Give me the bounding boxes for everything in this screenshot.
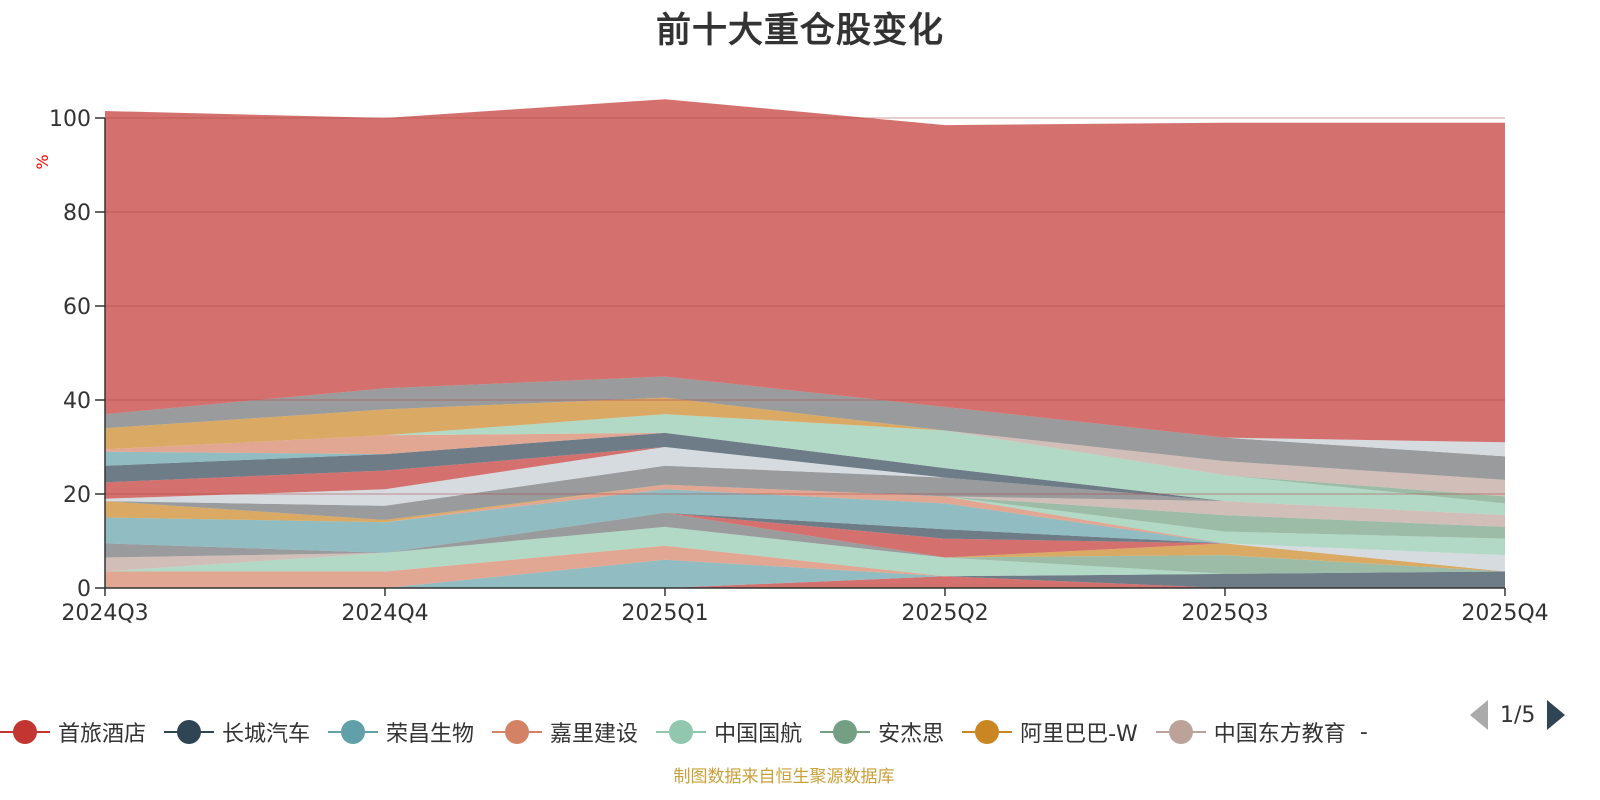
legend-next-page-icon[interactable]	[1547, 700, 1566, 730]
legend-marker-icon	[1155, 717, 1206, 747]
stacked-area-chart: 0 20 40 60 80 100 2024Q3 2024Q4 2025Q1 2025Q2 2025…	[33, 99, 1549, 626]
area-series-s18[interactable]	[105, 484, 1505, 527]
y-tick-label: 0	[77, 577, 91, 602]
legend-item-label: 荣昌生物	[386, 722, 475, 747]
legend-item[interactable]: 首旅酒店	[0, 716, 146, 748]
area-series-s25[interactable]	[105, 414, 1505, 516]
chart-title: 前十大重仓股变化	[655, 11, 944, 51]
area-series-s1[interactable]	[105, 576, 1505, 588]
legend-item[interactable]: 阿里巴巴-W	[962, 716, 1138, 748]
x-tick-label: 2025Q1	[621, 601, 708, 626]
x-tick-label: 2025Q2	[901, 601, 988, 626]
axes: 0 20 40 60 80 100 2024Q3 2024Q4 2025Q1 2025Q2 2025…	[49, 107, 1549, 626]
area-series-s29[interactable]	[105, 376, 1505, 480]
area-series-s13[interactable]	[105, 489, 1505, 556]
area-series-s6[interactable]	[105, 526, 1505, 574]
legend-marker-icon	[656, 717, 707, 747]
legend-marker-icon	[962, 717, 1013, 747]
legend-marker-icon	[164, 717, 215, 747]
y-tick-label: 80	[63, 201, 91, 226]
legend-item-label: 首旅酒店	[58, 722, 147, 747]
area-series-s4[interactable]	[105, 545, 1505, 588]
area-series-s2[interactable]	[105, 571, 1505, 589]
area-series-s16[interactable]	[105, 484, 1505, 539]
area-series-s12[interactable]	[105, 512, 1505, 556]
legend-item-label: 长城汽车	[222, 722, 311, 747]
legend-item-label: 中国国航	[714, 722, 803, 747]
area-series-s7[interactable]	[105, 526, 1505, 572]
area-series-s22[interactable]	[105, 432, 1505, 516]
legend-item[interactable]: 嘉里建设	[492, 716, 638, 748]
legend-item[interactable]: 中国东方教育	[1155, 716, 1346, 748]
area-series-s11[interactable]	[105, 512, 1505, 558]
legend-marker-icon	[0, 717, 50, 747]
legend-item-label: 安杰思	[878, 722, 945, 747]
area-series-s9[interactable]	[105, 512, 1505, 572]
area-series-s27[interactable]	[105, 397, 1505, 497]
legend-item[interactable]: 长城汽车	[164, 716, 310, 748]
legend-marker-icon	[328, 717, 379, 747]
legend-overflow-indicator: -	[1359, 719, 1368, 745]
x-tick-label: 2025Q4	[1461, 601, 1548, 626]
legend-marker-icon	[820, 717, 871, 747]
area-series-group	[105, 99, 1505, 588]
legend-page-indicator: 1/5	[1500, 702, 1536, 728]
legend-item[interactable]: 中国国航	[656, 716, 802, 748]
x-tick-label: 2025Q3	[1181, 601, 1268, 626]
legend-item-label: 嘉里建设	[550, 722, 639, 747]
grid-lines	[105, 117, 1505, 495]
area-series-s15[interactable]	[105, 484, 1505, 556]
legend-item[interactable]: 安杰思	[820, 716, 944, 748]
legend-item-label: 阿里巴巴-W	[1020, 722, 1138, 747]
area-series-s19[interactable]	[105, 465, 1505, 520]
y-axis-label: %	[33, 154, 52, 169]
area-series-s31[interactable]	[105, 99, 1505, 443]
data-source-note: 制图数据来自恒生聚源数据库	[673, 767, 895, 787]
legend: 首旅酒店 长城汽车 荣昌生物 嘉里建设 中国国航 安杰思 阿里巴巴-W 中国东方教育 -	[0, 715, 1388, 749]
legend-item-label: 中国东方教育	[1213, 722, 1346, 747]
y-tick-label: 20	[63, 483, 91, 508]
y-tick-label: 60	[63, 295, 91, 320]
x-tick-label: 2024Q3	[61, 601, 148, 626]
legend-marker-icon	[492, 717, 543, 747]
legend-prev-page-icon[interactable]	[1470, 700, 1488, 730]
area-series-s3[interactable]	[105, 559, 1505, 588]
area-series-s21[interactable]	[105, 447, 1505, 516]
legend-pager: 1/5	[1470, 700, 1566, 730]
y-tick-label: 100	[49, 107, 91, 132]
legend-item[interactable]: 荣昌生物	[328, 716, 474, 748]
x-tick-label: 2024Q4	[341, 601, 428, 626]
area-series-s5[interactable]	[105, 526, 1505, 577]
y-tick-label: 40	[63, 389, 91, 414]
